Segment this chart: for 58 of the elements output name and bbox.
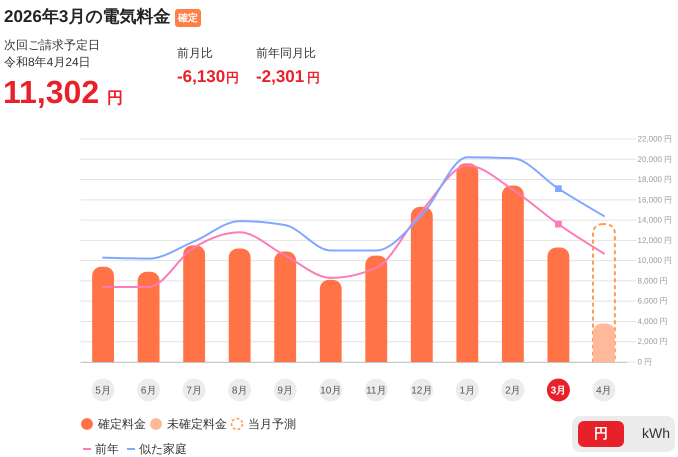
text: -2,301	[256, 67, 304, 86]
text: 次回ご請求予定日	[4, 38, 100, 52]
y-tick-label: 14,000 円	[638, 216, 672, 225]
x-tick-label: 7月	[186, 386, 202, 396]
bar	[183, 245, 206, 362]
text: -6,130	[177, 67, 226, 86]
bar	[92, 266, 114, 362]
text: 円	[594, 425, 608, 441]
legend-label: 当月予測	[248, 417, 296, 431]
text: 前月比	[177, 46, 213, 60]
bar	[365, 256, 388, 362]
x-tick-label: 3月	[550, 386, 566, 396]
y-tick-label: 8,000 円	[638, 276, 668, 286]
x-tick-label: 11月	[366, 386, 386, 396]
text: 11,302	[3, 74, 100, 110]
x-tick-label: 8月	[232, 386, 248, 396]
y-tick-label: 4,000 円	[638, 316, 668, 326]
y-tick-label: 22,000 円	[638, 134, 672, 144]
y-tick-label: 2,000 円	[638, 337, 668, 346]
bar	[228, 248, 251, 362]
y-tick-label: 16,000 円	[638, 195, 672, 204]
x-tick-label: 10月	[320, 386, 342, 396]
text: 確定	[177, 12, 198, 24]
text: 円	[307, 70, 320, 85]
bar	[138, 272, 160, 362]
bar	[274, 252, 296, 362]
bar	[547, 247, 570, 362]
y-tick-label: 12,000 円	[638, 236, 672, 245]
text: 円	[107, 90, 123, 107]
bar	[502, 186, 524, 362]
text: 円	[226, 70, 239, 85]
y-tick-label: 6,000 円	[638, 296, 668, 306]
x-tick-label: 1月	[460, 386, 476, 396]
y-tick-label: 18,000 円	[638, 175, 672, 184]
x-tick-label: 9月	[277, 386, 293, 396]
x-tick-label: 2月	[505, 386, 521, 396]
text: 令和8年4月24日	[4, 55, 91, 69]
line-series	[102, 156, 605, 260]
bar	[410, 206, 433, 362]
x-tick-label: 6月	[140, 386, 156, 396]
legend-label: 似た家庭	[139, 442, 187, 456]
legend-label: 確定料金	[97, 417, 146, 431]
y-tick-label: 20,000 円	[638, 154, 672, 164]
legend-label: 前年	[95, 442, 119, 456]
y-tick-label: 0 円	[638, 358, 652, 366]
bar	[593, 323, 615, 362]
y-tick-label: 10,000 円	[638, 256, 672, 266]
bar	[320, 280, 342, 362]
x-tick-label: 12月	[411, 386, 432, 396]
x-tick-label: 5月	[95, 386, 111, 396]
x-tick-label: 4月	[596, 386, 612, 396]
legend-label: 未確定料金	[167, 417, 227, 431]
text: kWh	[642, 425, 670, 441]
bar	[592, 223, 616, 363]
line-series	[102, 164, 605, 288]
text: 前年同月比	[256, 46, 316, 60]
chart-title: 2026年3月の電気料金	[4, 7, 170, 26]
bar	[456, 163, 478, 362]
